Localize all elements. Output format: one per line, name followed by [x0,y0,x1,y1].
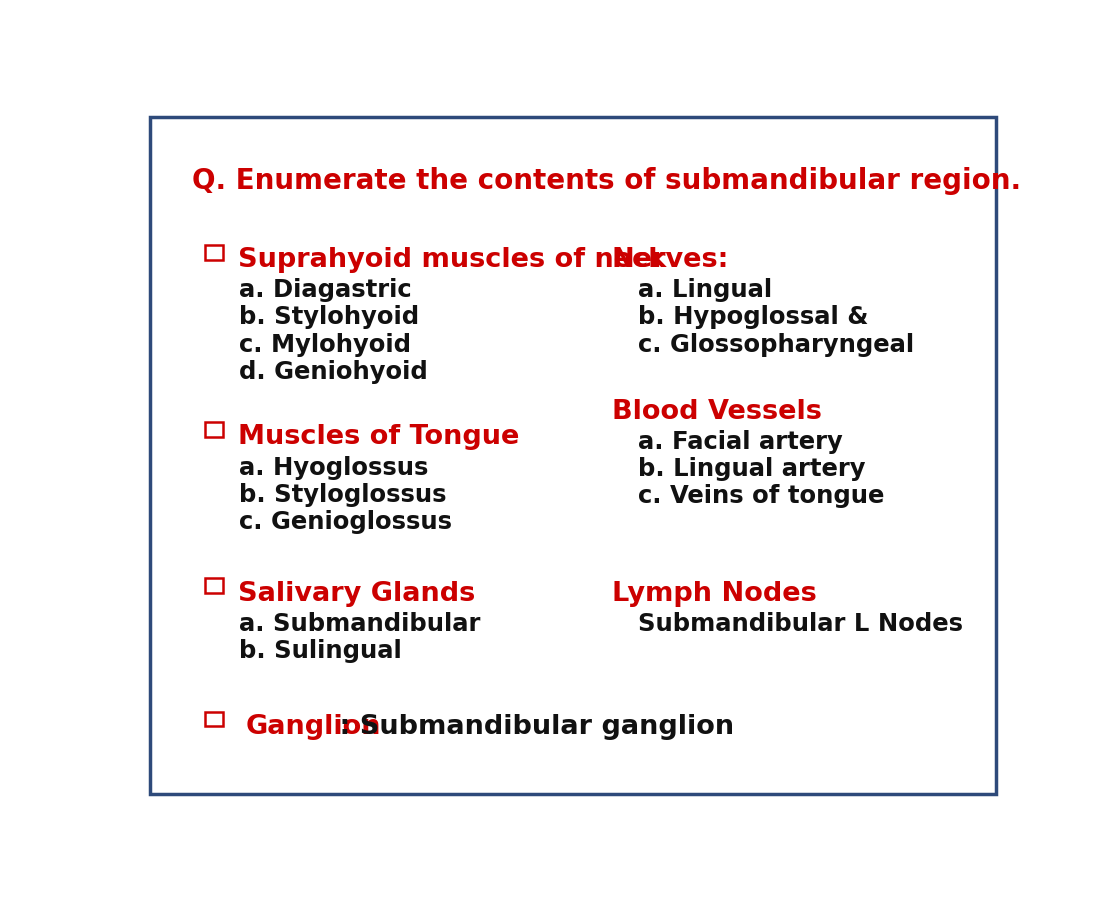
Text: b. Hypoglossal &: b. Hypoglossal & [638,306,869,329]
Text: Nerves:: Nerves: [612,247,729,273]
Text: Submandibular L Nodes: Submandibular L Nodes [638,612,963,636]
Text: Q. Enumerate the contents of submandibular region.: Q. Enumerate the contents of submandibul… [192,167,1021,195]
Bar [205,422,222,437]
Text: a. Submandibular: a. Submandibular [239,612,481,636]
Text: a. Diagastric: a. Diagastric [239,279,413,302]
Text: a. Facial artery: a. Facial artery [638,430,843,454]
Text: Blood Vessels: Blood Vessels [612,399,822,425]
Bar [205,578,222,593]
Bar [205,245,222,260]
Bar [205,712,222,726]
Text: c. Mylohyoid: c. Mylohyoid [239,333,411,356]
Text: d. Geniohyoid: d. Geniohyoid [239,360,428,383]
Text: c. Veins of tongue: c. Veins of tongue [638,484,884,508]
Text: b. Lingual artery: b. Lingual artery [638,457,865,481]
Text: b. Stylohyoid: b. Stylohyoid [239,306,419,329]
Text: c. Glossopharyngeal: c. Glossopharyngeal [638,333,915,356]
Text: c. Genioglossus: c. Genioglossus [239,510,453,534]
FancyBboxPatch shape [150,116,996,795]
Text: Suprahyoid muscles of neck: Suprahyoid muscles of neck [238,247,666,273]
Text: b. Styloglossus: b. Styloglossus [239,483,447,507]
Text: : Submandibular ganglion: : Submandibular ganglion [331,713,735,740]
Text: a. Lingual: a. Lingual [638,279,773,302]
Text: Ganglion: Ganglion [246,713,381,740]
Text: b. Sulingual: b. Sulingual [239,639,402,663]
Text: Salivary Glands: Salivary Glands [238,581,475,606]
Text: Muscles of Tongue: Muscles of Tongue [238,424,519,450]
Text: a. Hyoglossus: a. Hyoglossus [239,456,429,480]
Text: Lymph Nodes: Lymph Nodes [612,581,817,606]
